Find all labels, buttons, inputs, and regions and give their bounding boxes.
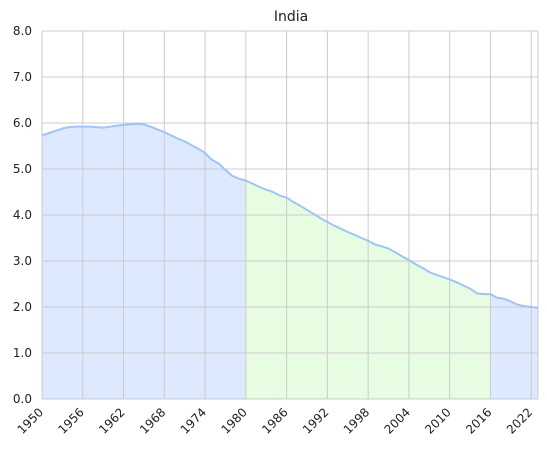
y-axis-ticks: 0.0 1.0 2.0 3.0 4.0 5.0 6.0 7.0 8.0 xyxy=(13,24,32,406)
x-tick-label: 1992 xyxy=(300,405,331,436)
x-tick-label: 1974 xyxy=(178,405,209,436)
x-tick-label: 2004 xyxy=(382,405,413,436)
y-tick-label: 4.0 xyxy=(13,208,32,222)
y-tick-label: 5.0 xyxy=(13,162,32,176)
x-tick-label: 1968 xyxy=(137,405,168,436)
x-tick-label: 1980 xyxy=(218,405,249,436)
x-tick-label: 1956 xyxy=(55,405,86,436)
chart-title: India xyxy=(274,9,308,25)
x-tick-label: 1986 xyxy=(259,405,290,436)
y-tick-label: 3.0 xyxy=(13,254,32,268)
x-tick-label: 1962 xyxy=(96,405,127,436)
x-tick-label: 1998 xyxy=(341,405,372,436)
y-tick-label: 0.0 xyxy=(13,392,32,406)
x-tick-label: 2010 xyxy=(422,405,453,436)
y-tick-label: 2.0 xyxy=(13,300,32,314)
y-tick-label: 6.0 xyxy=(13,116,32,130)
y-tick-label: 8.0 xyxy=(13,24,32,38)
x-tick-label: 2016 xyxy=(463,405,494,436)
x-tick-label: 1950 xyxy=(15,405,46,436)
y-tick-label: 1.0 xyxy=(13,346,32,360)
x-axis-ticks: 1950 1956 1962 1968 1974 1980 1986 1992 1998 2004… xyxy=(15,405,536,436)
x-tick-label: 2022 xyxy=(504,405,535,436)
y-tick-label: 7.0 xyxy=(13,70,32,84)
